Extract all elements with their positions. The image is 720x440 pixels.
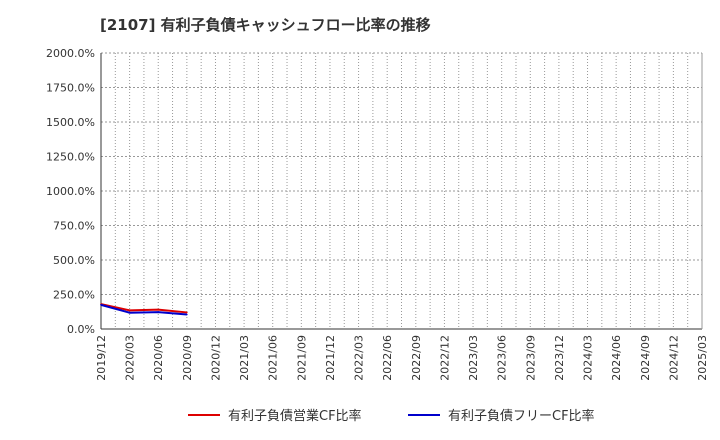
y-tick-label: 1000.0% xyxy=(46,185,95,198)
data-point-2 xyxy=(128,311,131,314)
chart-title: [2107] 有利子負債キャッシュフロー比率の推移 xyxy=(100,16,431,34)
x-tick-label: 2021/09 xyxy=(295,335,308,381)
data-point-1 xyxy=(128,309,131,312)
x-tick-label: 2023/12 xyxy=(553,335,566,381)
x-tick-label: 2021/03 xyxy=(238,335,251,381)
data-point-2 xyxy=(100,304,102,306)
x-tick-label: 2020/06 xyxy=(152,335,165,381)
x-tick-label: 2024/06 xyxy=(610,335,623,381)
x-tick-label: 2020/09 xyxy=(181,335,194,381)
data-point-2 xyxy=(157,311,160,313)
x-tick-label: 2023/06 xyxy=(496,335,509,381)
y-tick-label: 1500.0% xyxy=(46,116,95,129)
y-tick-label: 0.0% xyxy=(67,323,95,336)
x-tick-label: 2020/12 xyxy=(209,335,222,381)
series-line-2 xyxy=(100,303,187,316)
data-point-1 xyxy=(157,308,160,311)
y-tick-label: 500.0% xyxy=(53,254,95,267)
x-tick-label: 2022/09 xyxy=(410,335,423,381)
x-tick-label: 2023/09 xyxy=(524,335,537,381)
x-tick-label: 2022/06 xyxy=(381,335,394,381)
legend-label-1: 有利子負債営業CF比率 xyxy=(228,408,362,424)
x-tick-label: 2019/12 xyxy=(95,335,108,381)
y-tick-label: 250.0% xyxy=(53,289,95,302)
x-tick-label: 2022/03 xyxy=(353,335,366,381)
x-tick-label: 2024/12 xyxy=(667,335,680,381)
y-tick-label: 2000.0% xyxy=(46,47,95,60)
y-tick-label: 1250.0% xyxy=(46,151,95,164)
data-point-1 xyxy=(186,311,188,314)
y-tick-label: 1750.0% xyxy=(46,82,95,95)
data-point-2 xyxy=(186,313,188,316)
series-line-1 xyxy=(100,303,187,314)
x-tick-label: 2024/09 xyxy=(639,335,652,381)
y-tick-label: 750.0% xyxy=(53,220,95,233)
x-tick-label: 2021/12 xyxy=(324,335,337,381)
legend-label-2: 有利子負債フリーCF比率 xyxy=(448,408,595,424)
x-tick-label: 2021/06 xyxy=(267,335,280,381)
x-tick-label: 2023/03 xyxy=(467,335,480,381)
x-tick-label: 2020/03 xyxy=(124,335,137,381)
x-tick-label: 2024/03 xyxy=(582,335,595,381)
x-tick-label: 2022/12 xyxy=(438,335,451,381)
x-tick-label: 2025/03 xyxy=(696,335,709,381)
